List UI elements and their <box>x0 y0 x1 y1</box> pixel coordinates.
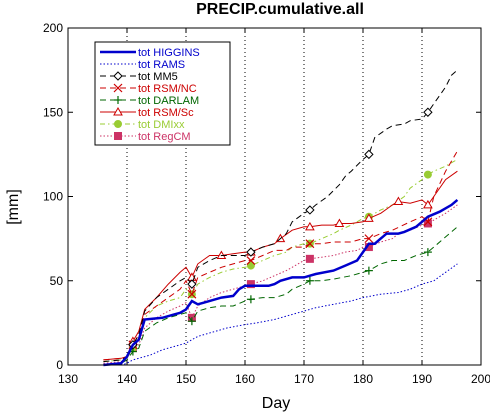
x-tick-label: 200 <box>471 372 490 386</box>
data-point-marker <box>187 279 197 289</box>
legend-item: tot DMIxx <box>100 119 185 131</box>
legend-item: tot RAMS <box>100 59 185 71</box>
data-point-marker <box>364 266 373 275</box>
data-point-marker <box>423 170 432 179</box>
series-tot-darlam <box>103 226 458 366</box>
data-point-marker <box>246 247 256 257</box>
legend-label: tot RSM/Sc <box>138 107 194 119</box>
legend-item: tot RSM/Sc <box>100 106 194 119</box>
legend-label: tot RegCM <box>138 131 191 143</box>
y-tick-label: 50 <box>50 274 64 288</box>
data-point-marker <box>246 295 255 304</box>
data-point-marker <box>423 107 433 117</box>
legend-item: tot DARLAM <box>100 95 199 107</box>
legend-label: tot DMIxx <box>138 119 185 131</box>
series-line <box>103 170 458 361</box>
series-tot-rams <box>103 263 458 366</box>
data-point-marker <box>246 261 255 270</box>
series-line <box>103 198 459 367</box>
data-point-marker <box>113 71 123 81</box>
x-tick-label: 170 <box>294 372 314 386</box>
data-point-marker <box>114 96 122 104</box>
series-tot-regcm <box>103 204 458 364</box>
y-tick-label: 0 <box>56 358 63 372</box>
legend-item: tot HIGGINS <box>100 47 200 59</box>
legend-label: tot HIGGINS <box>138 47 200 59</box>
x-tick-label: 130 <box>58 372 78 386</box>
data-point-marker <box>305 239 315 249</box>
series-line <box>103 150 458 361</box>
x-tick-label: 160 <box>235 372 255 386</box>
series-tot-rsm-sc <box>103 170 458 361</box>
data-point-marker <box>187 289 197 299</box>
x-tick-label: 140 <box>117 372 137 386</box>
data-point-marker <box>423 199 433 209</box>
data-point-marker <box>305 254 314 263</box>
data-point-marker <box>364 213 374 222</box>
legend-label: tot RAMS <box>138 59 185 71</box>
data-point-marker <box>364 149 374 160</box>
x-axis-label: Day <box>262 395 290 412</box>
ticks: 130 140 150 160 170 180 190 200 0 50 100 150 200 <box>43 21 490 386</box>
series-line <box>103 158 458 363</box>
legend-label: tot RSM/NC <box>138 83 197 95</box>
y-tick-label: 150 <box>43 105 63 119</box>
legend-label: tot MM5 <box>138 71 178 83</box>
x-tick-label: 180 <box>353 372 373 386</box>
x-tick-label: 150 <box>176 372 196 386</box>
data-point-marker <box>393 196 404 206</box>
y-tick-label: 100 <box>43 190 63 204</box>
data-point-marker <box>246 280 255 289</box>
data-point-marker <box>113 83 123 93</box>
data-point-marker <box>113 106 123 116</box>
data-point-marker <box>305 276 314 285</box>
legend-item: tot MM5 <box>100 71 178 83</box>
data-point-marker <box>334 218 345 227</box>
series-line <box>103 263 458 366</box>
y-axis-label: [mm] <box>5 189 22 225</box>
data-point-marker <box>114 120 122 128</box>
data-point-marker <box>246 256 256 265</box>
data-point-marker <box>187 317 196 326</box>
series-line <box>103 226 458 366</box>
data-point-marker <box>305 205 315 215</box>
data-point-marker <box>423 248 432 257</box>
series-layer <box>103 69 459 367</box>
x-tick-label: 190 <box>412 372 432 386</box>
series-tot-rsm-nc <box>103 150 458 361</box>
data-point-marker <box>305 221 315 231</box>
chart-title: PRECIP.cumulative.all <box>196 1 364 18</box>
legend-item: tot RegCM <box>100 131 191 143</box>
data-point-marker <box>216 250 227 259</box>
series-line <box>103 69 458 363</box>
legend-item: tot RSM/NC <box>100 83 197 95</box>
series-tot-higgins <box>103 198 459 367</box>
data-point-marker <box>364 234 374 244</box>
y-tick-label: 200 <box>43 21 63 35</box>
data-point-marker <box>114 132 122 140</box>
series-line <box>103 204 458 364</box>
legend-label: tot DARLAM <box>138 95 199 107</box>
